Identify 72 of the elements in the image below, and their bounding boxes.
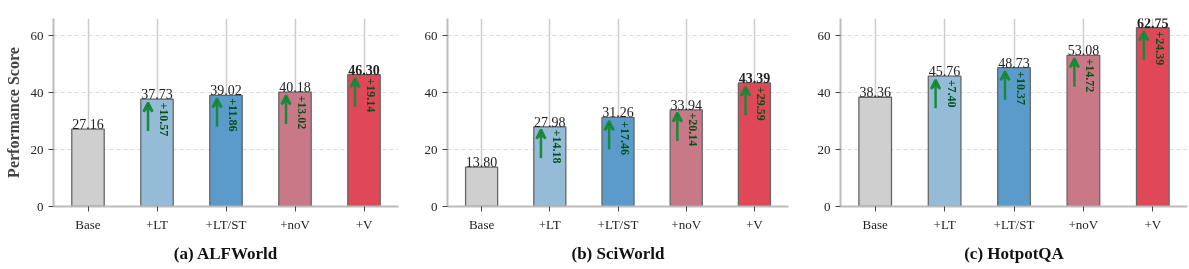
text: (c) HotpotQA bbox=[964, 243, 1065, 263]
text: (a) ALFWorld bbox=[173, 243, 278, 263]
bar bbox=[71, 128, 105, 207]
x-tick-label: +V bbox=[746, 216, 764, 232]
annotation: +17.46 bbox=[617, 121, 632, 155]
x-tick-label: +noV bbox=[671, 216, 702, 232]
annotation: +19.14 bbox=[363, 78, 378, 113]
y-tick-label: 0 bbox=[431, 198, 438, 214]
annotation: +14.18 bbox=[549, 129, 564, 164]
x-tick-label: +LT bbox=[145, 216, 169, 232]
y-tick-label: 60 bbox=[817, 27, 831, 43]
data-label: 31.26 bbox=[602, 105, 634, 121]
x-tick-label: +noV bbox=[280, 216, 311, 232]
y-tick-label: 40 bbox=[424, 84, 438, 100]
annotation: +13.02 bbox=[294, 95, 309, 130]
annotation: +29.59 bbox=[754, 86, 769, 121]
x-tick-label: +LT bbox=[538, 216, 561, 232]
bar bbox=[997, 67, 1031, 207]
bar bbox=[601, 116, 635, 207]
y-tick-label: 0 bbox=[824, 198, 831, 214]
x-tick-label: +LT/ST bbox=[597, 216, 639, 232]
data-label: 43.39 bbox=[738, 70, 771, 86]
data-label: 27.16 bbox=[72, 117, 104, 133]
bar bbox=[533, 126, 567, 207]
y-tick-label: 20 bbox=[424, 141, 438, 157]
data-label: 45.76 bbox=[928, 64, 961, 80]
data-label: 37.73 bbox=[141, 87, 173, 103]
y-tick-label: 20 bbox=[30, 141, 44, 157]
data-label: 33.94 bbox=[670, 97, 702, 113]
data-label: 48.73 bbox=[998, 55, 1030, 71]
x-tick-label: +V bbox=[1144, 216, 1162, 232]
annotation: +10.57 bbox=[156, 102, 171, 137]
bar bbox=[140, 98, 174, 207]
bar bbox=[464, 166, 499, 207]
annotation: +7.40 bbox=[944, 79, 959, 108]
x-tick-label: +LT/ST bbox=[993, 216, 1035, 232]
bar bbox=[209, 94, 243, 207]
x-tick-label: +LT bbox=[933, 216, 956, 232]
x-tick-label: +LT/ST bbox=[205, 216, 247, 232]
text: (b) SciWorld bbox=[571, 243, 666, 263]
data-label: 38.36 bbox=[859, 85, 891, 101]
bar bbox=[278, 91, 312, 207]
y-tick-label: 40 bbox=[30, 84, 44, 100]
bar bbox=[927, 75, 962, 207]
annotation: +14.72 bbox=[1083, 58, 1098, 93]
x-tick-label: Base bbox=[468, 216, 495, 232]
data-label: 40.18 bbox=[279, 80, 311, 96]
y-tick-label: 60 bbox=[30, 27, 44, 43]
bar bbox=[1066, 54, 1101, 207]
y-tick-label: 20 bbox=[817, 141, 831, 157]
y-axis-title: Performance Score bbox=[4, 47, 22, 178]
x-tick-label: +V bbox=[355, 216, 373, 232]
bar bbox=[858, 96, 893, 207]
y-tick-label: 40 bbox=[817, 84, 831, 100]
y-tick-label: 0 bbox=[37, 198, 44, 214]
annotation: +20.14 bbox=[686, 112, 701, 147]
bar bbox=[737, 82, 772, 207]
data-label: 53.08 bbox=[1067, 43, 1100, 59]
bar bbox=[1135, 27, 1170, 207]
x-tick-label: Base bbox=[75, 216, 101, 232]
annotation: +24.39 bbox=[1152, 31, 1167, 66]
y-tick-label: 60 bbox=[424, 27, 438, 43]
data-label: 27.98 bbox=[534, 114, 566, 130]
annotation: +10.37 bbox=[1013, 71, 1028, 106]
bar bbox=[669, 109, 703, 207]
data-label: 13.80 bbox=[465, 155, 498, 171]
x-tick-label: Base bbox=[862, 216, 889, 232]
data-label: 46.30 bbox=[348, 62, 380, 78]
x-tick-label: +noV bbox=[1068, 216, 1099, 232]
bar bbox=[347, 73, 381, 207]
annotation: +11.86 bbox=[225, 98, 240, 132]
data-label: 39.02 bbox=[210, 83, 242, 99]
